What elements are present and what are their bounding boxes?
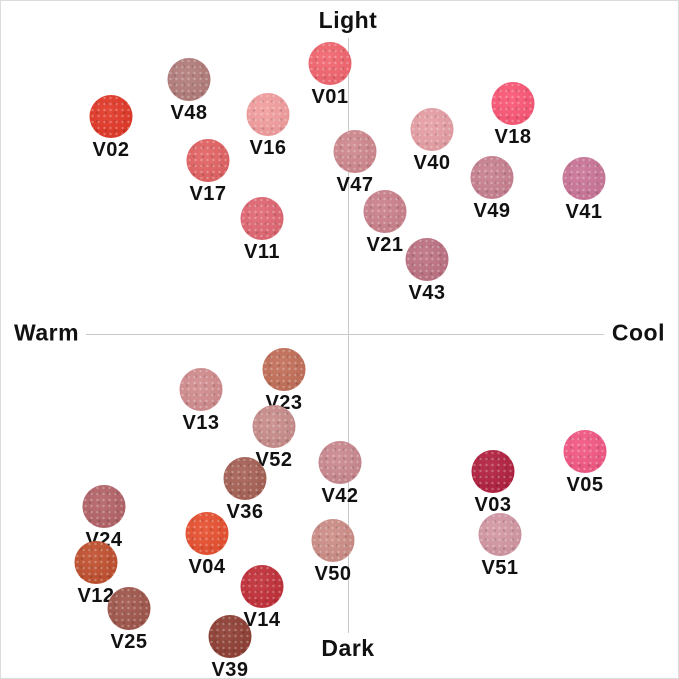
shade-point-V36: V36: [223, 457, 267, 523]
shade-swatch: [167, 58, 211, 101]
shade-label: V42: [321, 485, 359, 507]
shade-swatch: [240, 565, 284, 608]
shade-label: V21: [366, 234, 404, 256]
shade-label: V50: [314, 563, 352, 585]
shade-point-V52: V52: [252, 405, 296, 471]
shade-point-V51: V51: [478, 513, 522, 579]
shade-swatch: [405, 238, 449, 281]
shade-swatch: [363, 190, 407, 233]
shade-label: V04: [188, 556, 226, 578]
shade-swatch: [478, 513, 522, 556]
shade-point-V04: V04: [185, 512, 229, 578]
shade-swatch: [223, 457, 267, 500]
shade-point-V13: V13: [179, 368, 223, 434]
shade-swatch: [186, 139, 230, 182]
shade-label: V49: [473, 200, 511, 222]
shade-swatch: [179, 368, 223, 411]
shade-label: V36: [226, 501, 264, 523]
shade-label: V25: [110, 631, 148, 653]
shade-swatch: [308, 42, 352, 85]
shade-label: V43: [408, 282, 446, 304]
shade-label: V16: [249, 137, 287, 159]
shade-point-V41: V41: [562, 157, 606, 223]
shade-label: V01: [311, 86, 349, 108]
shade-label: V40: [413, 152, 451, 174]
shade-label: V39: [211, 659, 249, 679]
shade-label: V02: [92, 139, 130, 161]
shade-swatch: [262, 348, 306, 391]
shade-swatch: [562, 157, 606, 200]
shade-point-V11: V11: [240, 197, 284, 263]
shade-label: V18: [494, 126, 532, 148]
shade-point-V21: V21: [363, 190, 407, 256]
shade-label: V51: [481, 557, 519, 579]
shade-swatch: [208, 615, 252, 658]
shade-swatch: [107, 587, 151, 630]
shade-point-V03: V03: [471, 450, 515, 516]
shade-point-V16: V16: [246, 93, 290, 159]
axis-label-dark: Dark: [321, 635, 375, 661]
shade-point-V02: V02: [89, 95, 133, 161]
shade-swatch: [563, 430, 607, 473]
shade-swatch: [246, 93, 290, 136]
shade-point-V42: V42: [318, 441, 362, 507]
shade-point-V39: V39: [208, 615, 252, 679]
shade-label: V11: [244, 241, 280, 263]
shade-swatch: [89, 95, 133, 138]
shade-label: V05: [566, 474, 604, 496]
shade-point-V50: V50: [311, 519, 355, 585]
shade-label: V13: [182, 412, 220, 434]
shade-swatch: [240, 197, 284, 240]
shade-point-V49: V49: [470, 156, 514, 222]
shade-swatch: [318, 441, 362, 484]
shade-swatch: [470, 156, 514, 199]
shade-point-V05: V05: [563, 430, 607, 496]
shade-swatch: [410, 108, 454, 151]
shade-label: V48: [170, 102, 208, 124]
shade-swatch: [311, 519, 355, 562]
x-axis-line: [86, 334, 604, 335]
shade-swatch: [252, 405, 296, 448]
shade-point-V47: V47: [333, 130, 377, 196]
shade-swatch: [74, 541, 118, 584]
shade-swatch: [471, 450, 515, 493]
shade-label: V12: [77, 585, 115, 607]
axis-label-light: Light: [318, 7, 378, 33]
shade-point-V14: V14: [240, 565, 284, 631]
shade-point-V17: V17: [186, 139, 230, 205]
shade-point-V23: V23: [262, 348, 306, 413]
shade-point-V40: V40: [410, 108, 454, 174]
shade-point-V12: V12: [74, 541, 118, 607]
axis-label-warm: Warm: [14, 319, 80, 346]
shade-swatch: [491, 82, 535, 125]
shade-label: V41: [565, 201, 603, 223]
shade-point-V25: V25: [107, 587, 151, 653]
shade-point-V48: V48: [167, 58, 211, 124]
shade-swatch: [82, 485, 126, 528]
shade-label: V52: [255, 449, 293, 471]
axis-label-cool: Cool: [611, 319, 665, 346]
shade-swatch: [333, 130, 377, 173]
shade-point-V01: V01: [308, 42, 352, 108]
shade-point-V43: V43: [405, 238, 449, 304]
shade-label: V14: [243, 609, 281, 631]
shade-label: V47: [336, 174, 374, 196]
shade-label: V17: [189, 183, 227, 205]
shade-point-V24: V24: [82, 485, 126, 550]
shade-point-V18: V18: [491, 82, 535, 148]
y-axis-line: [348, 38, 349, 633]
shade-label: V03: [474, 494, 512, 516]
shade-swatch: [185, 512, 229, 555]
